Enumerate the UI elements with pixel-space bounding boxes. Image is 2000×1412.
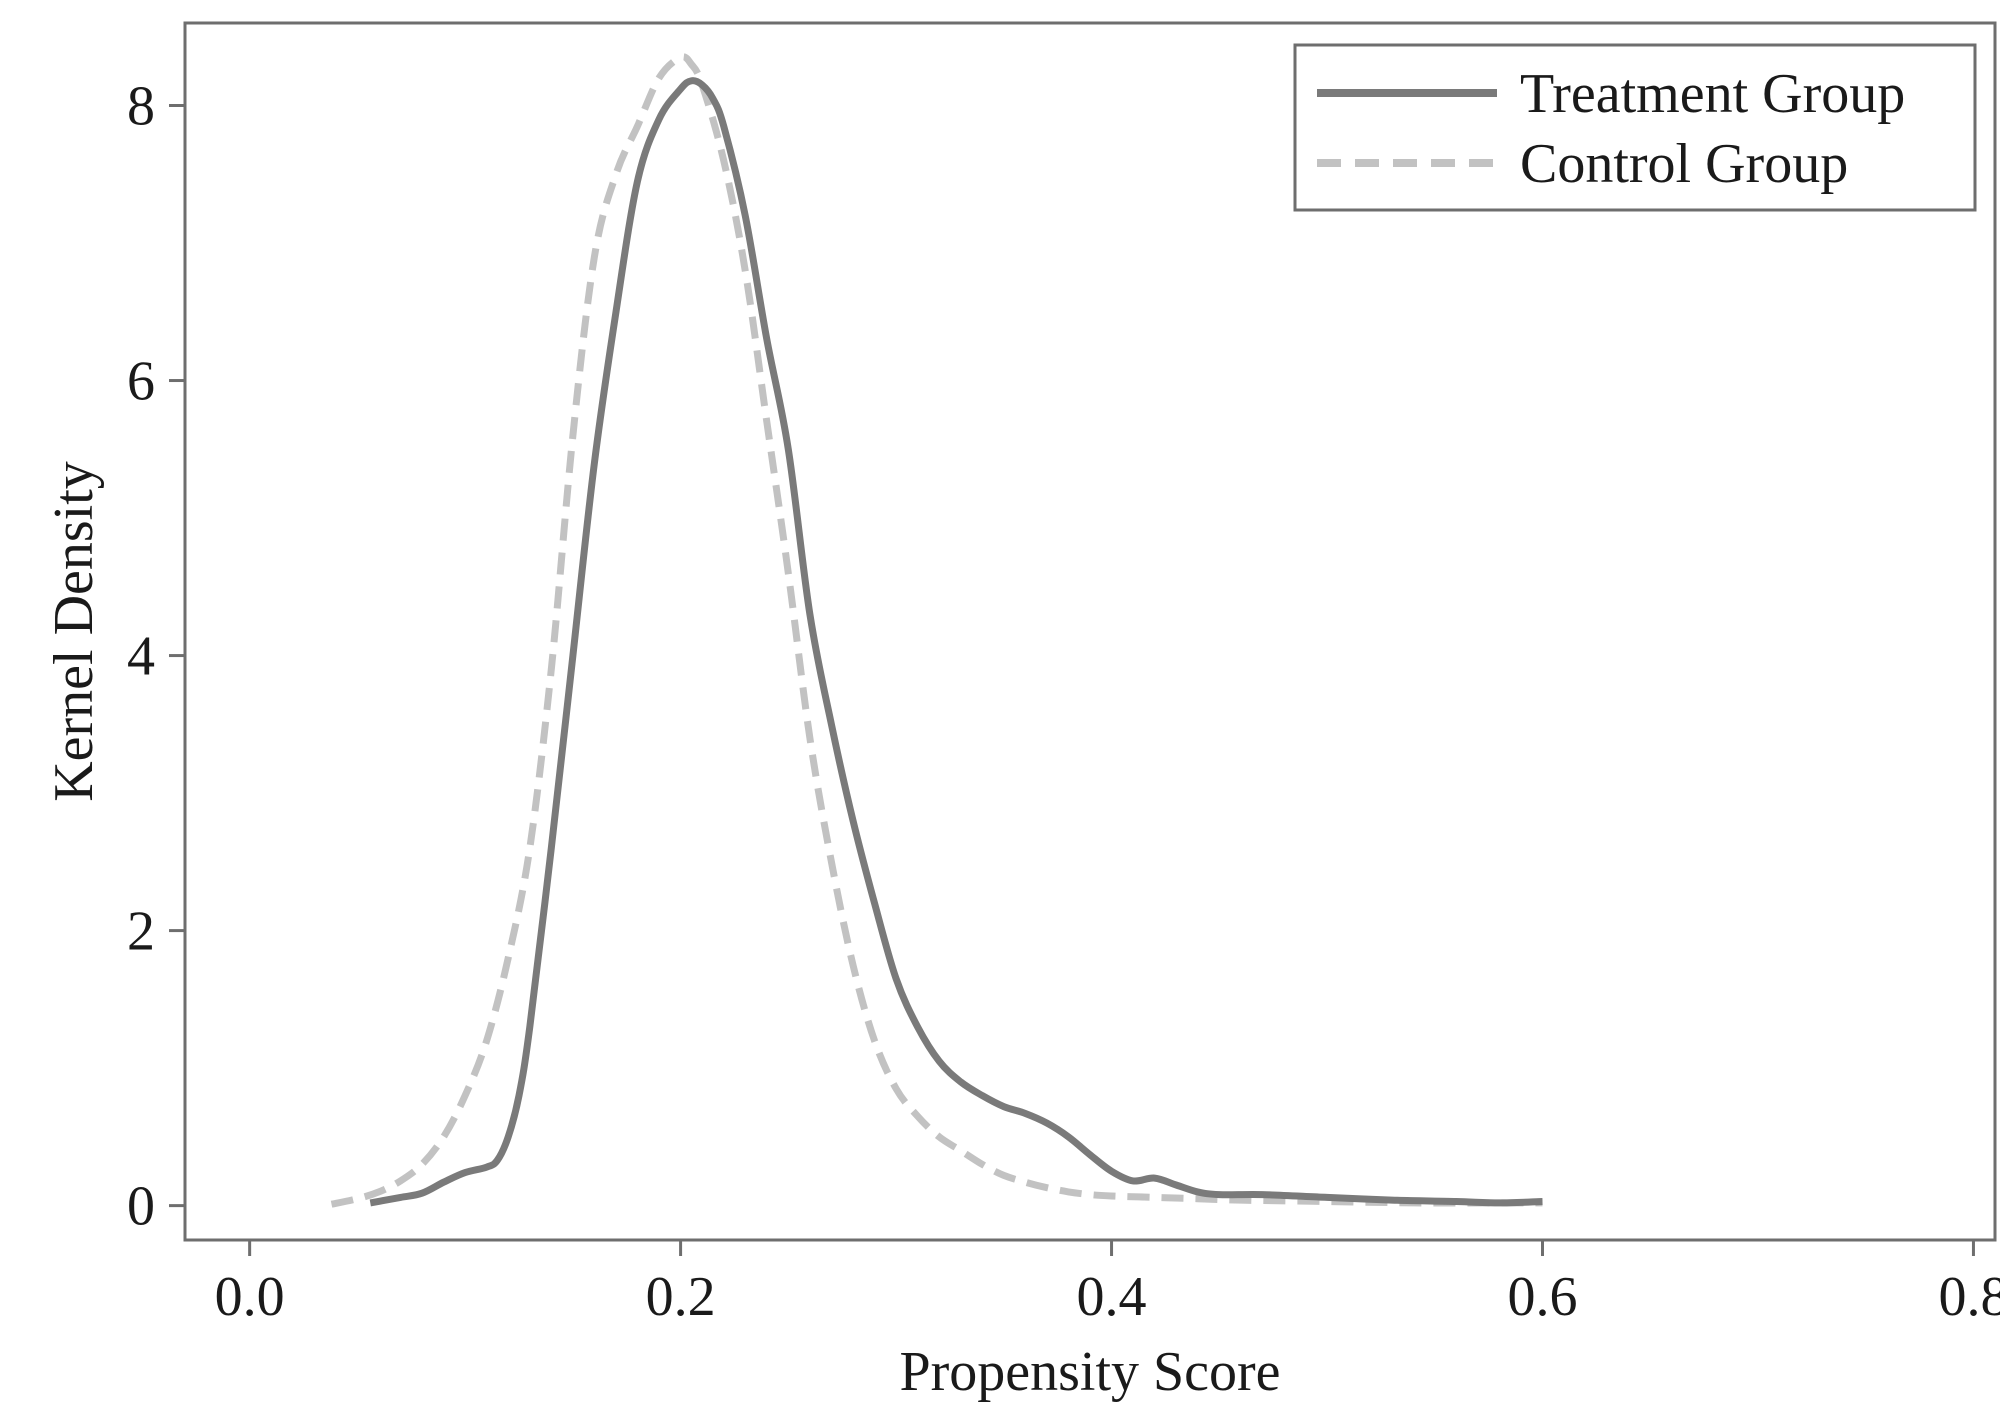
- plot-area-frame: [183, 21, 1997, 1242]
- legend-label: Control Group: [1520, 133, 1848, 195]
- y-tick-label: 2: [127, 901, 155, 963]
- legend-label: Treatment Group: [1520, 63, 1905, 125]
- x-tick-label: 0.6: [1508, 1266, 1578, 1328]
- x-tick-label: 0.8: [1938, 1266, 2000, 1328]
- y-tick-label: 6: [127, 351, 155, 413]
- legend: Treatment Group Control Group: [1293, 43, 1977, 212]
- legend-box: [1293, 43, 1977, 212]
- treatment-group-line: [369, 77, 1543, 1207]
- y-axis-label: Kernel Density: [43, 461, 105, 802]
- y-tick-label: 8: [127, 76, 155, 138]
- x-tick-label: 0.2: [646, 1266, 716, 1328]
- y-tick-label: 0: [127, 1176, 155, 1238]
- control-group-line: [330, 53, 1543, 1208]
- x-tick-label: 0.0: [215, 1266, 285, 1328]
- x-axis-label: Propensity Score: [899, 1341, 1280, 1403]
- x-tick-label: 0.4: [1077, 1266, 1147, 1328]
- y-axis-ticks: 0 2 4 6 8: [127, 76, 185, 1238]
- y-tick-label: 4: [127, 626, 155, 688]
- x-axis-ticks: 0.0 0.2 0.4 0.6 0.8: [215, 1240, 2000, 1328]
- series-layer: [330, 53, 1543, 1208]
